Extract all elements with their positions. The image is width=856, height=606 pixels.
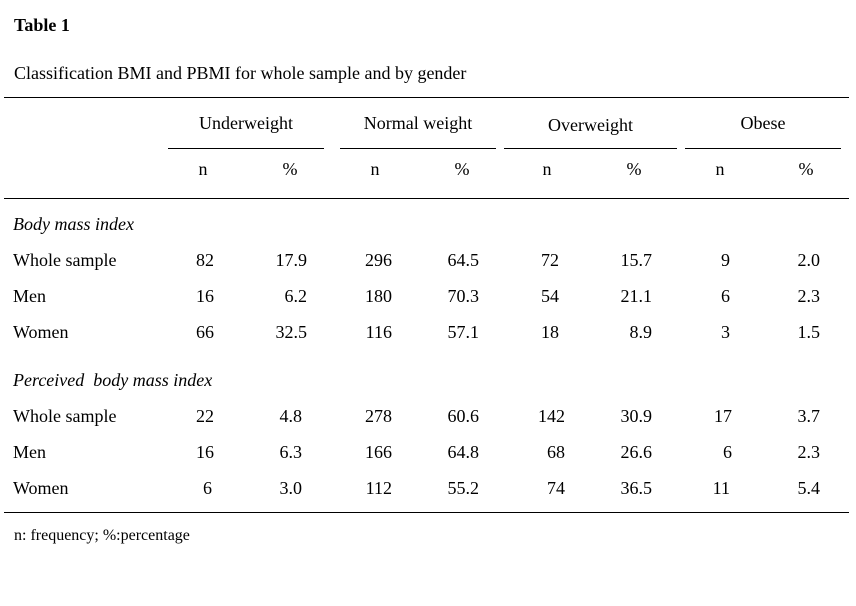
cell-value: 6 bbox=[723, 442, 732, 462]
row-label: Whole sample bbox=[13, 250, 117, 270]
cell-value: 70.3 bbox=[447, 286, 480, 306]
cell-value: 3.7 bbox=[797, 406, 821, 426]
cell-value: 17.9 bbox=[275, 250, 308, 270]
cell-value: 5.4 bbox=[797, 478, 821, 498]
header-rule bbox=[4, 198, 849, 199]
subheader-percent: % bbox=[282, 159, 298, 179]
cell-value: 22 bbox=[196, 406, 214, 426]
group-header-overweight: Overweight bbox=[548, 115, 633, 135]
cell-value: 32.5 bbox=[275, 322, 308, 342]
group-header-underweight: Underweight bbox=[199, 113, 293, 133]
cell-value: 9 bbox=[721, 250, 730, 270]
row-label: Women bbox=[13, 322, 69, 342]
table-title: Table 1 bbox=[14, 15, 70, 35]
group-rule-obese bbox=[685, 148, 841, 149]
group-rule-normal-weight bbox=[340, 148, 496, 149]
cell-value: 8.9 bbox=[629, 322, 653, 342]
cell-value: 17 bbox=[714, 406, 732, 426]
cell-value: 26.6 bbox=[620, 442, 653, 462]
cell-value: 3.0 bbox=[279, 478, 303, 498]
cell-value: 6.2 bbox=[284, 286, 308, 306]
cell-value: 4.8 bbox=[279, 406, 303, 426]
row-label: Women bbox=[13, 478, 69, 498]
cell-value: 6 bbox=[721, 286, 730, 306]
cell-value: 66 bbox=[196, 322, 214, 342]
cell-value: 15.7 bbox=[620, 250, 653, 270]
cell-value: 16 bbox=[196, 442, 214, 462]
cell-value: 30.9 bbox=[620, 406, 653, 426]
subheader-percent: % bbox=[454, 159, 470, 179]
cell-value: 74 bbox=[547, 478, 565, 498]
section-label: Body mass index bbox=[13, 214, 134, 234]
cell-value: 2.3 bbox=[797, 442, 821, 462]
subheader-n: n bbox=[542, 159, 552, 179]
cell-value: 21.1 bbox=[620, 286, 653, 306]
cell-value: 55.2 bbox=[447, 478, 480, 498]
cell-value: 3 bbox=[721, 322, 730, 342]
group-rule-overweight bbox=[504, 148, 677, 149]
cell-value: 166 bbox=[365, 442, 392, 462]
cell-value: 112 bbox=[365, 478, 392, 498]
bottom-rule bbox=[4, 512, 849, 513]
cell-value: 68 bbox=[547, 442, 565, 462]
cell-value: 72 bbox=[541, 250, 559, 270]
cell-value: 1.5 bbox=[797, 322, 821, 342]
cell-value: 36.5 bbox=[620, 478, 653, 498]
section-label: Perceived body mass index bbox=[13, 370, 213, 390]
cell-value: 82 bbox=[196, 250, 214, 270]
row-label: Whole sample bbox=[13, 406, 117, 426]
cell-value: 2.3 bbox=[797, 286, 821, 306]
cell-value: 64.8 bbox=[447, 442, 480, 462]
subheader-n: n bbox=[715, 159, 725, 179]
table-footnote: n: frequency; %:percentage bbox=[14, 527, 190, 544]
row-label: Men bbox=[13, 286, 46, 306]
cell-value: 142 bbox=[538, 406, 565, 426]
cell-value: 64.5 bbox=[447, 250, 480, 270]
subheader-n: n bbox=[198, 159, 208, 179]
cell-value: 116 bbox=[365, 322, 392, 342]
subheader-percent: % bbox=[798, 159, 814, 179]
cell-value: 2.0 bbox=[797, 250, 821, 270]
cell-value: 278 bbox=[365, 406, 392, 426]
group-header-obese: Obese bbox=[740, 113, 786, 133]
cell-value: 11 bbox=[712, 478, 730, 498]
cell-value: 60.6 bbox=[447, 406, 480, 426]
table-caption: Classification BMI and PBMI for whole sa… bbox=[14, 63, 467, 83]
cell-value: 18 bbox=[541, 322, 559, 342]
subheader-n: n bbox=[370, 159, 380, 179]
cell-value: 16 bbox=[196, 286, 214, 306]
row-label: Men bbox=[13, 442, 46, 462]
cell-value: 6 bbox=[203, 478, 212, 498]
top-rule bbox=[4, 97, 849, 98]
cell-value: 6.3 bbox=[279, 442, 303, 462]
subheader-percent: % bbox=[626, 159, 642, 179]
cell-value: 57.1 bbox=[447, 322, 480, 342]
group-rule-underweight bbox=[168, 148, 324, 149]
cell-value: 180 bbox=[365, 286, 392, 306]
cell-value: 54 bbox=[541, 286, 559, 306]
cell-value: 296 bbox=[365, 250, 392, 270]
group-header-normal-weight: Normal weight bbox=[363, 113, 473, 133]
